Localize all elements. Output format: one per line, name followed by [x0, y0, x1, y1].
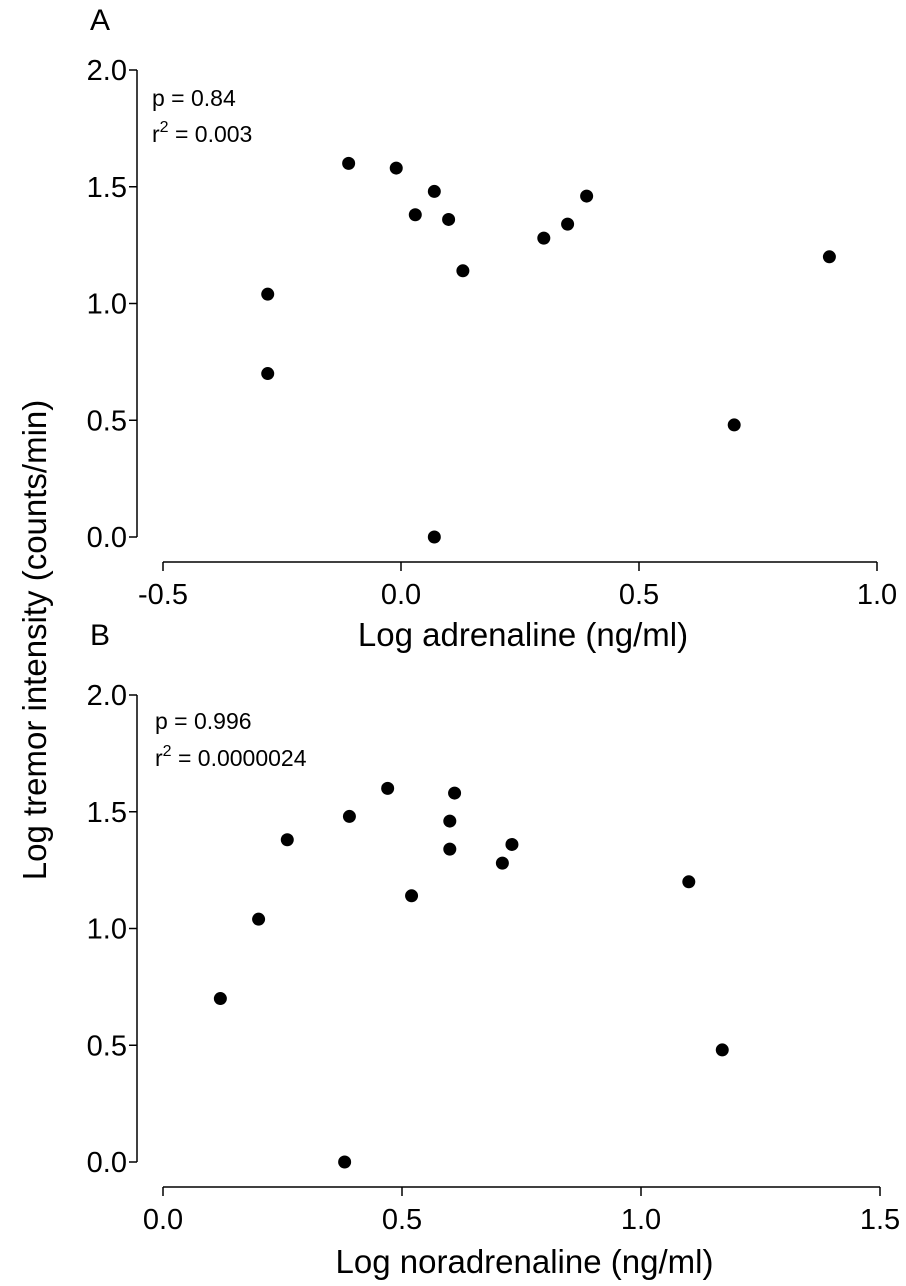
data-point [443, 842, 457, 856]
data-point [537, 231, 551, 245]
y-tick-label: 0.5 [87, 1030, 127, 1062]
x-tick-label: -0.5 [138, 579, 188, 611]
data-point [456, 264, 470, 278]
data-point [405, 889, 419, 903]
shared-y-axis-label: Log tremor intensity (counts/min) [16, 400, 53, 881]
data-point [280, 833, 294, 847]
x-tick-label: 1.0 [857, 579, 897, 611]
data-point [342, 809, 356, 823]
y-tick-label: 2.0 [87, 55, 127, 87]
data-point [442, 212, 456, 226]
p-value-text: p = 0.84 [152, 85, 236, 111]
data-point [561, 217, 575, 231]
p-value-text: p = 0.996 [155, 708, 252, 734]
y-tick-label: 0.0 [87, 1147, 127, 1179]
x-tick-label: 1.5 [860, 1204, 900, 1236]
data-point [448, 786, 462, 800]
panel-a: A 0.0 0.5 1.0 1.5 2.0 -0.5 0.0 0.5 1.0 Log adrenal… [87, 4, 897, 653]
panel-label: A [90, 4, 110, 37]
data-point [389, 161, 403, 175]
panel-b: B 0.0 0.5 1.0 1.5 2.0 0.0 0.5 1.0 1.5 Log noradren… [87, 619, 900, 1280]
data-point [580, 189, 594, 203]
data-point [381, 781, 395, 795]
r-squared-superscript: 2 [160, 119, 169, 136]
panel-label: B [90, 619, 110, 652]
y-tick-label: 2.0 [87, 680, 127, 712]
x-tick-label: 0.0 [381, 579, 421, 611]
data-point [715, 1043, 729, 1057]
r-squared-text: r2 = 0.0000024 [155, 743, 307, 771]
data-point [408, 208, 422, 222]
r-squared-text: r2 = 0.003 [152, 119, 252, 147]
x-tick-label: 1.0 [621, 1204, 661, 1236]
data-point [822, 250, 836, 264]
x-tick-label: 0.0 [143, 1204, 183, 1236]
r-squared-prefix: r [155, 745, 163, 771]
y-tick-label: 0.0 [87, 522, 127, 554]
x-tick-label: 0.5 [382, 1204, 422, 1236]
x-tick-label: 0.5 [619, 579, 659, 611]
y-tick-label: 1.5 [87, 797, 127, 829]
data-point [727, 418, 741, 432]
r-squared-value: = 0.0000024 [172, 745, 307, 771]
y-tick-label: 1.0 [87, 289, 127, 321]
data-point [443, 814, 457, 828]
data-point [252, 912, 266, 926]
data-point [261, 367, 275, 381]
y-tick-label: 0.5 [87, 405, 127, 437]
data-point [427, 530, 441, 544]
data-point [495, 856, 509, 870]
r-squared-prefix: r [152, 121, 160, 147]
y-tick-label: 1.0 [87, 914, 127, 946]
data-point [682, 875, 696, 889]
data-point [261, 287, 275, 301]
y-tick-label: 1.5 [87, 172, 127, 204]
x-axis-title: Log noradrenaline (ng/ml) [336, 1243, 714, 1280]
r-squared-superscript: 2 [163, 743, 172, 760]
r-squared-value: = 0.003 [169, 121, 253, 147]
data-point [213, 992, 227, 1006]
x-axis-title: Log adrenaline (ng/ml) [358, 616, 688, 653]
data-point [338, 1155, 352, 1169]
data-point [342, 156, 356, 170]
data-point [505, 837, 519, 851]
data-point [427, 184, 441, 198]
